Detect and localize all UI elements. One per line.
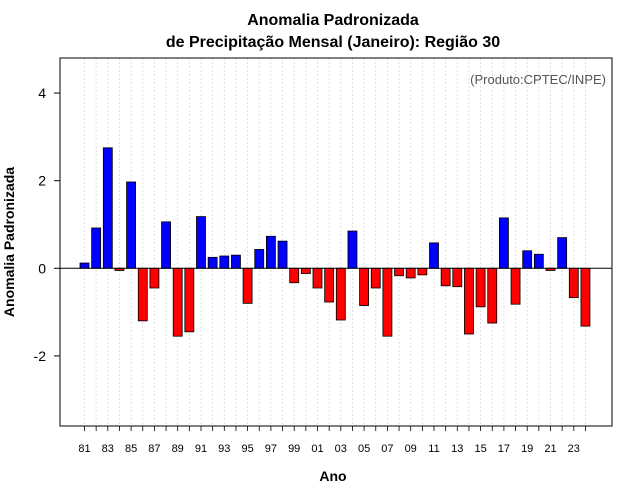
bar-02 [324, 267, 335, 303]
y-tick-label: -2 [34, 348, 47, 364]
x-tick-label: 13 [451, 443, 463, 455]
x-tick-label: 89 [172, 443, 184, 455]
x-tick-label: 85 [125, 443, 137, 455]
x-tick-label: 95 [241, 443, 253, 455]
bar-92 [207, 256, 218, 269]
x-axis: 81 83 85 87 89 91 93 95 97 99 01 03 05 07 09 11 13 15 17 19… [78, 426, 586, 455]
x-tick-label: 07 [381, 443, 393, 455]
bar-03 [335, 267, 346, 321]
x-tick-label: 83 [102, 443, 114, 455]
bar-00 [300, 267, 311, 274]
bar-87 [149, 267, 160, 289]
x-tick-label: 17 [498, 443, 510, 455]
y-axis: -2 0 2 4 [34, 85, 60, 364]
x-tick-label: 97 [265, 443, 277, 455]
bar-19 [522, 250, 533, 269]
bar-89 [172, 267, 183, 337]
bar-98 [277, 240, 288, 269]
bar-24 [580, 267, 591, 327]
bar-22 [557, 237, 568, 269]
bar-86 [137, 267, 148, 322]
bar-81 [79, 262, 90, 269]
bar-09 [405, 267, 416, 279]
bar-10 [417, 267, 428, 276]
bar-88 [161, 221, 171, 269]
bar-16 [487, 267, 498, 324]
bar-01 [312, 267, 323, 289]
y-tick-label: 2 [38, 173, 46, 189]
plot-frame [59, 57, 613, 427]
bar-82 [91, 227, 102, 269]
bar-17 [498, 217, 509, 269]
x-tick-label: 05 [358, 443, 370, 455]
bar-18 [510, 267, 521, 305]
bar-08 [394, 267, 404, 277]
x-axis-label: Ano [319, 468, 346, 484]
bar-95 [242, 267, 253, 304]
chart-subtitle: de Precipitação Mensal (Janeiro): Região… [166, 34, 500, 51]
bar-20 [533, 253, 544, 269]
bar-91 [196, 216, 206, 269]
x-tick-label: 15 [474, 443, 486, 455]
y-axis-label: Anomalia Padronizada [1, 167, 17, 317]
bar-85 [126, 181, 136, 269]
bar-23 [568, 267, 579, 299]
bar-83 [102, 147, 113, 269]
x-tick-label: 19 [521, 443, 533, 455]
bar-12 [440, 267, 451, 287]
bar-05 [359, 267, 370, 306]
x-tick-label: 93 [218, 443, 230, 455]
bar-11 [429, 242, 439, 269]
x-tick-label: 01 [311, 443, 323, 455]
bar-07 [382, 267, 393, 337]
chart-title: Anomalia Padronizada [247, 12, 419, 29]
bar-94 [231, 254, 241, 269]
bar-99 [289, 267, 300, 284]
bars [79, 147, 591, 337]
x-tick-label: 09 [405, 443, 417, 455]
bar-15 [475, 267, 486, 308]
grid-lines [84, 58, 586, 426]
x-tick-label: 03 [335, 443, 347, 455]
x-tick-label: 81 [78, 443, 90, 455]
bar-90 [184, 267, 195, 333]
bar-93 [219, 255, 230, 269]
y-tick-label: 0 [38, 260, 46, 276]
y-tick-label: 4 [38, 85, 46, 101]
bar-13 [452, 267, 463, 288]
source-annotation: (Produto:CPTEC/INPE) [470, 72, 606, 87]
bar-14 [464, 267, 474, 335]
x-tick-label: 99 [288, 443, 300, 455]
x-tick-label: 23 [568, 443, 580, 455]
bar-06 [370, 267, 381, 289]
x-tick-label: 21 [544, 443, 556, 455]
bar-97 [265, 235, 276, 269]
x-tick-label: 91 [195, 443, 207, 455]
x-tick-label: 87 [148, 443, 160, 455]
bar-04 [347, 230, 358, 269]
x-tick-label: 11 [428, 443, 439, 455]
bar-96 [254, 249, 265, 269]
